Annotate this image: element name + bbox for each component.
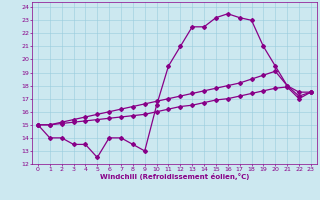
X-axis label: Windchill (Refroidissement éolien,°C): Windchill (Refroidissement éolien,°C): [100, 173, 249, 180]
